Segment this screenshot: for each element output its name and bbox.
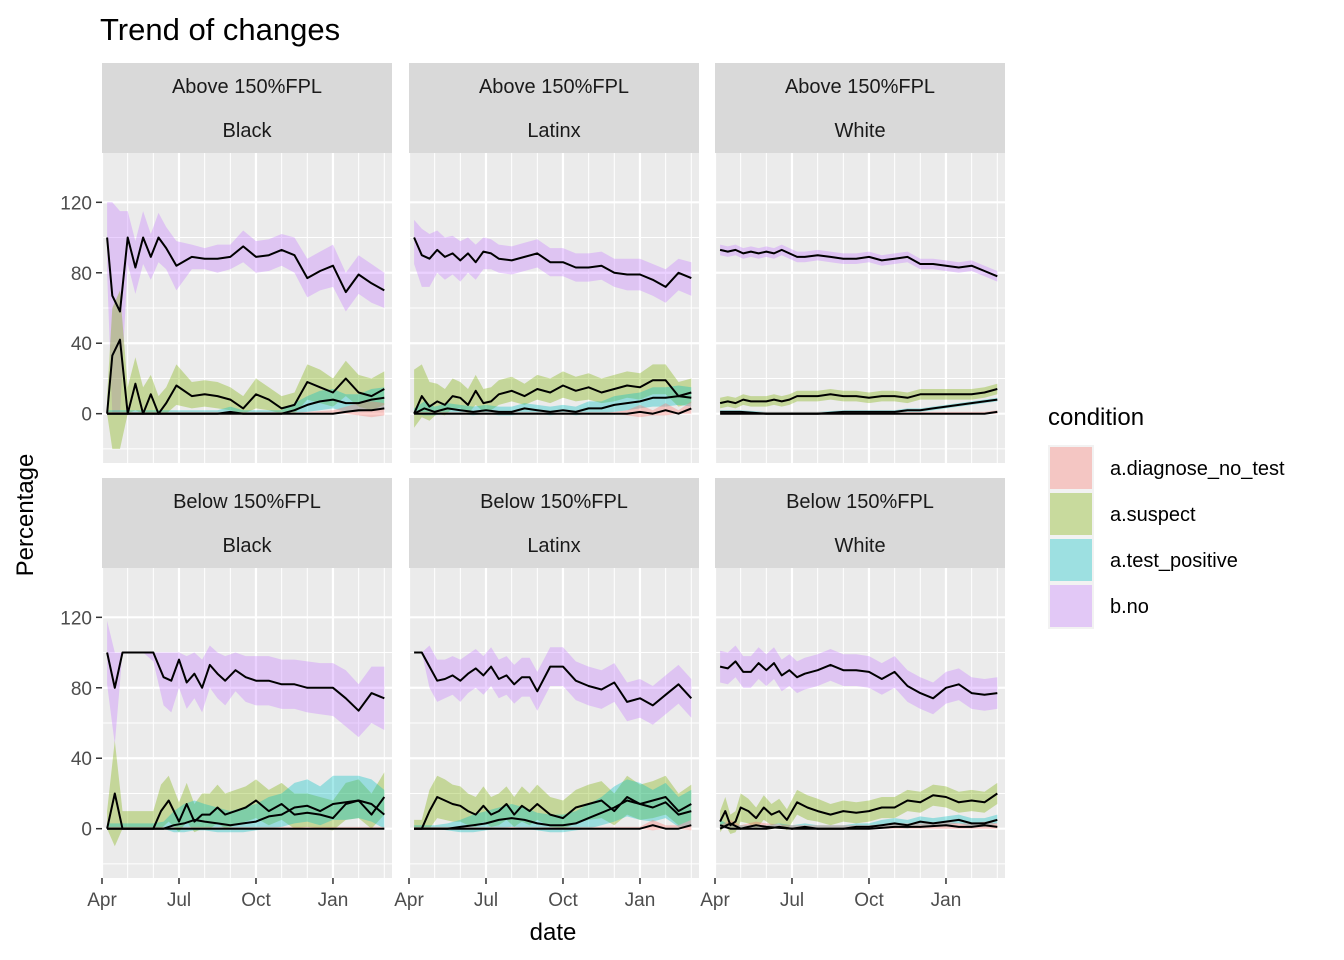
x-tick-label: Jan — [625, 890, 656, 911]
legend-key-a-diagnose-no-test — [1050, 447, 1092, 489]
facet-row-label: Below 150%FPL — [786, 491, 934, 513]
legend-item-a-diagnose-no-test: a.diagnose_no_test — [1048, 445, 1285, 491]
x-tick-label: Jul — [167, 890, 191, 911]
series-line-a-test-positive — [414, 799, 692, 830]
series-line-a-suspect — [719, 792, 998, 827]
facet-strip — [102, 63, 392, 153]
series-line-b-no — [719, 660, 998, 700]
facet-col-label: Latinx — [527, 120, 580, 142]
ribbon-a-suspect — [414, 364, 692, 428]
ribbon-a-suspect — [107, 740, 385, 847]
facet-col-label: Black — [223, 120, 273, 142]
series-line-a-suspect — [414, 796, 692, 830]
panel-above-150-fpl-white: Above 150%FPL White — [713, 63, 1005, 463]
panel-above-150-fpl-black: Above 150%FPL Black 0 40 80 120 — [60, 63, 392, 463]
legend-item-b-no: b.no — [1048, 583, 1149, 629]
facet-row-label: Above 150%FPL — [479, 76, 629, 98]
ribbon-b-no — [107, 202, 385, 414]
series-line-b-no — [106, 236, 385, 313]
series-line-b-no — [719, 248, 998, 278]
y-tick-label: 120 — [60, 193, 92, 214]
ribbon-a-test-positive — [414, 385, 692, 416]
series-line-a-diagnose-no-test — [107, 407, 385, 415]
y-tick-label: 120 — [60, 608, 92, 629]
facet-strip — [715, 478, 1005, 568]
facet-col-label: Black — [223, 535, 273, 557]
y-tick-label: 40 — [71, 749, 92, 770]
ribbon-a-suspect — [720, 782, 998, 834]
facet-strip — [409, 63, 699, 153]
facet-col-label: White — [834, 120, 885, 142]
ribbon-b-no — [107, 620, 385, 745]
facet-strip — [715, 63, 1005, 153]
legend-label: a.suspect — [1110, 504, 1196, 526]
ribbon-a-test-positive — [414, 779, 692, 833]
legend-key-background — [1048, 445, 1094, 491]
series-line-a-diagnose-no-test — [414, 824, 692, 830]
series-line-b-no — [414, 651, 693, 707]
legend-label: b.no — [1110, 596, 1149, 618]
y-tick-label: 80 — [71, 264, 92, 285]
legend: condition a.diagnose_no_test a.suspect a.t… — [1048, 404, 1285, 629]
x-tick-label: Jan — [318, 890, 349, 911]
facet-row-label: Below 150%FPL — [480, 491, 628, 513]
legend-item-a-suspect: a.suspect — [1048, 491, 1196, 537]
y-tick-label: 40 — [71, 334, 92, 355]
series-line-a-test-positive — [719, 818, 998, 830]
series-line-a-suspect — [413, 379, 692, 415]
legend-label: a.diagnose_no_test — [1110, 458, 1285, 480]
series-line-b-no — [106, 651, 385, 712]
ribbon-a-suspect — [414, 775, 692, 829]
chart-title: Trend of changes — [100, 12, 340, 47]
facet-row-label: Above 150%FPL — [172, 76, 322, 98]
panel-above-150-fpl-latinx: Above 150%FPL Latinx — [407, 63, 699, 463]
y-tick-label: 80 — [71, 679, 92, 700]
ribbon-a-test-positive — [720, 814, 998, 829]
series-line-a-test-positive — [107, 799, 385, 830]
facet-row-label: Above 150%FPL — [785, 76, 935, 98]
series-line-a-diagnose-no-test — [720, 410, 998, 415]
facet-col-label: White — [834, 535, 885, 557]
legend-key-b-no — [1050, 585, 1092, 627]
legend-key-a-suspect — [1050, 493, 1092, 535]
legend-key-background — [1048, 537, 1094, 583]
panel-below-150-fpl-white: Below 150%FPL White Apr Jul Oct Jan — [700, 478, 1005, 911]
facet-row-label: Below 150%FPL — [173, 491, 321, 513]
y-axis-title: Percentage — [12, 454, 39, 577]
x-tick-label: Oct — [548, 890, 578, 911]
facet-strip — [409, 478, 699, 568]
facet-col-label: Latinx — [527, 535, 580, 557]
y-tick-label: 0 — [81, 820, 92, 841]
x-tick-label: Oct — [241, 890, 271, 911]
ribbon-a-test-positive — [107, 387, 385, 414]
facet-panels: Above 150%FPL Black 0 40 80 120 Above 150%FPL L… — [60, 63, 1005, 911]
facet-strip — [102, 478, 392, 568]
legend-item-a-test-positive: a.test_positive — [1048, 537, 1238, 583]
ribbon-b-no — [414, 645, 692, 725]
x-tick-label: Apr — [700, 890, 730, 911]
series-line-a-diagnose-no-test — [414, 407, 692, 415]
x-tick-label: Jul — [474, 890, 498, 911]
legend-key-a-test-positive — [1050, 539, 1092, 581]
panel-below-150-fpl-black: Below 150%FPL Black 0 40 80 120 Apr Jul Oct Jan — [60, 478, 392, 911]
x-tick-label: Jul — [780, 890, 804, 911]
x-axis-title: date — [530, 919, 577, 946]
series-line-a-test-positive — [413, 395, 692, 415]
legend-key-background — [1048, 583, 1094, 629]
y-tick-label: 0 — [81, 405, 92, 426]
series-line-a-diagnose-no-test — [719, 822, 998, 830]
x-tick-label: Apr — [394, 890, 424, 911]
x-tick-label: Oct — [854, 890, 884, 911]
x-tick-label: Jan — [931, 890, 962, 911]
series-line-a-suspect — [719, 388, 998, 405]
series-line-a-suspect — [106, 338, 385, 415]
legend-title: condition — [1048, 404, 1144, 431]
x-tick-label: Apr — [87, 890, 117, 911]
legend-key-background — [1048, 491, 1094, 537]
series-line-b-no — [413, 237, 692, 288]
legend-label: a.test_positive — [1110, 550, 1238, 572]
panel-below-150-fpl-latinx: Below 150%FPL Latinx Apr Jul Oct Jan — [394, 478, 699, 911]
